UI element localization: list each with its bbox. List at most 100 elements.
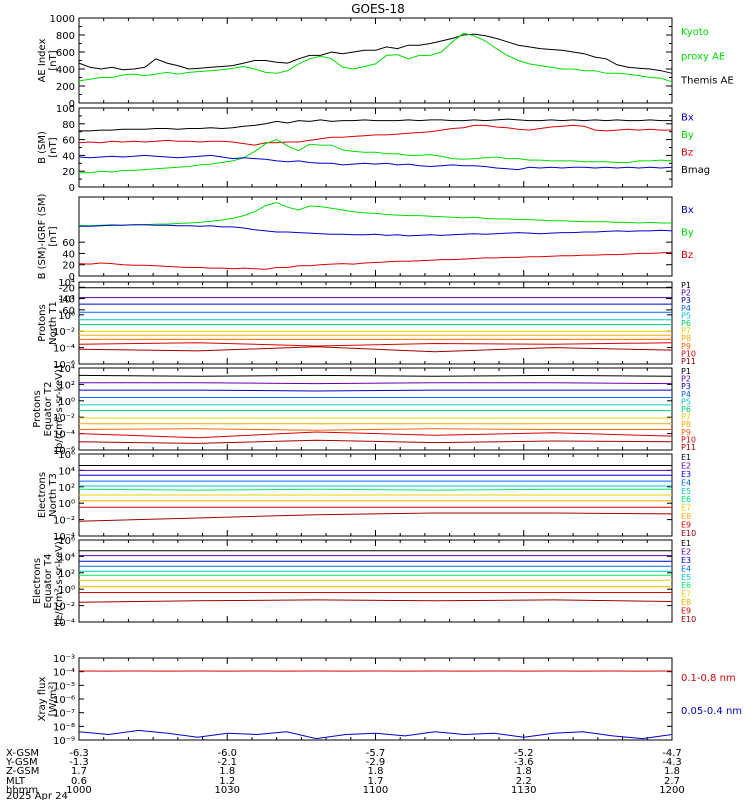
- series-p1: [78, 374, 673, 377]
- legend-entry: proxy AE: [681, 51, 725, 62]
- series-p11: [78, 439, 673, 444]
- legend-entry: Bz: [681, 147, 693, 158]
- y-tick-label: 10⁰: [58, 585, 75, 596]
- ephemeris-row-label: Y-GSM: [5, 757, 38, 768]
- ephemeris-value: 1000: [66, 785, 91, 796]
- y-tick-label: 10⁰: [58, 311, 75, 322]
- panel-frame: [78, 539, 673, 623]
- y-axis-label: B (SM)-IGRF (SM): [37, 194, 48, 280]
- y-tick-label: -40: [59, 295, 75, 306]
- legend-entry: E1: [681, 453, 691, 462]
- legend-entry: E2: [681, 547, 691, 556]
- ephemeris-value: 1.2: [219, 776, 235, 787]
- ephemeris-value: -2.9: [366, 757, 386, 768]
- y-axis-label: Electrons: [32, 558, 43, 604]
- legend-entry: E8: [681, 598, 691, 607]
- y-tick-label: 0: [69, 99, 75, 110]
- y-tick-label: 10⁻⁴: [53, 532, 75, 543]
- y-tick-label: 60: [62, 136, 75, 147]
- ephemeris-value: -5.7: [366, 748, 386, 759]
- y-tick-label: 60: [62, 238, 75, 249]
- legend-entry: E6: [681, 581, 691, 590]
- series-kyoto-proxy-ae: [78, 32, 673, 83]
- y-axis-label: Xray flux: [37, 677, 48, 722]
- legend-entry: P11: [681, 443, 696, 452]
- y-tick-label: 10⁻⁴: [53, 344, 75, 355]
- y-axis-label: [p/(cm²-s-sr-keV)]: [54, 365, 65, 453]
- legend-entry: Bx: [681, 205, 694, 216]
- ephemeris-row-label: MLT: [6, 776, 26, 787]
- series-themis-ae: [78, 33, 673, 74]
- panel-xray: 10⁻⁹ 10⁻⁸ 10⁻⁷ 10⁻⁶ 10⁻⁵ 10⁻⁴ 10⁻³ Xray flux [W/…: [37, 654, 742, 747]
- legend-entry: P7: [681, 327, 691, 336]
- legend-entry: By: [681, 227, 694, 238]
- legend-entry: By: [681, 130, 694, 141]
- y-tick-label: 10²: [58, 380, 75, 391]
- panel-frame: [78, 367, 673, 451]
- y-tick-label: 1000: [50, 14, 75, 25]
- legend: Kyoto proxy AE Themis AE: [680, 27, 734, 87]
- y-tick-label: 10⁴: [58, 278, 75, 289]
- series-bmag: [79, 118, 672, 132]
- legend-entry: E9: [681, 607, 691, 616]
- y-axis-label: [nT]: [48, 50, 59, 70]
- series-p10: [78, 431, 673, 439]
- legend-entry: P1: [681, 367, 691, 376]
- y-axis-label: North T1: [48, 301, 59, 345]
- legend-entry: E4: [681, 478, 691, 487]
- legend: Bx By Bz Bmag: [681, 112, 710, 176]
- y-tick-label: 10⁶: [58, 450, 75, 461]
- y-tick-label: 10⁴: [58, 364, 75, 375]
- y-tick-label: 40: [62, 249, 75, 260]
- legend-entry: E5: [681, 487, 691, 496]
- y-tick-label: 10²: [58, 483, 75, 494]
- y-tick-label: 10⁻³: [53, 654, 75, 665]
- legend-entry: E10: [681, 529, 696, 538]
- y-tick-label: 10⁻²: [53, 602, 75, 613]
- legend-entry: E3: [681, 470, 691, 479]
- ephemeris-value: -1.3: [69, 757, 89, 768]
- y-tick-label: 10⁻⁹: [53, 736, 75, 747]
- y-axis-label: [nT]: [48, 137, 59, 157]
- y-tick-label: 0: [69, 183, 75, 194]
- series-by: [78, 202, 672, 227]
- ephemeris-value: -2.1: [217, 757, 237, 768]
- ephemeris-value: -4.3: [662, 757, 682, 768]
- ephemeris-value: 1200: [659, 785, 684, 796]
- plot-title: GOES-18: [351, 2, 405, 16]
- legend-entry: P5: [681, 311, 691, 320]
- ephemeris-row-label: Z-GSM: [6, 766, 39, 777]
- series-bz: [78, 251, 673, 270]
- ephemeris-value: 1.7: [368, 776, 384, 787]
- y-axis-label: Protons: [32, 390, 43, 427]
- series-0-05-0-4-nm: [78, 729, 673, 740]
- y-axis-label: Protons: [37, 304, 48, 341]
- y-tick-label: 600: [56, 48, 75, 59]
- legend-entry: E5: [681, 573, 691, 582]
- legend-entry: P2: [681, 289, 691, 298]
- series-e10: [78, 512, 673, 522]
- legend-entry: P1: [681, 281, 691, 290]
- legend-entry: Bz: [681, 250, 693, 261]
- y-tick-label: 10⁻²: [53, 516, 75, 527]
- panel-frame: [78, 281, 673, 365]
- legend-entry: P5: [681, 397, 691, 406]
- y-axis-label: B (SM): [37, 131, 48, 164]
- legend-entry: P7: [681, 413, 691, 422]
- series-p3: [79, 389, 672, 392]
- legend-entry: E10: [681, 615, 696, 624]
- panel-pt1: 10⁻⁶ 10⁻⁴ 10⁻² 10⁰ 10² 10⁴ Protons North T1 P1P2…: [37, 278, 696, 371]
- y-tick-label: 10⁻⁶: [53, 695, 75, 706]
- ephemeris-value: 1100: [363, 785, 388, 796]
- y-tick-label: -60: [59, 306, 75, 317]
- legend-entry: E2: [681, 461, 691, 470]
- legend-entry: Themis AE: [680, 76, 734, 87]
- legend-entry: P6: [681, 405, 691, 414]
- y-axis-label: [e/(cm²-s-sr-keV)]: [54, 537, 65, 625]
- ephemeris-row-label: X-GSM: [6, 748, 39, 759]
- legend-entry: P2: [681, 375, 691, 384]
